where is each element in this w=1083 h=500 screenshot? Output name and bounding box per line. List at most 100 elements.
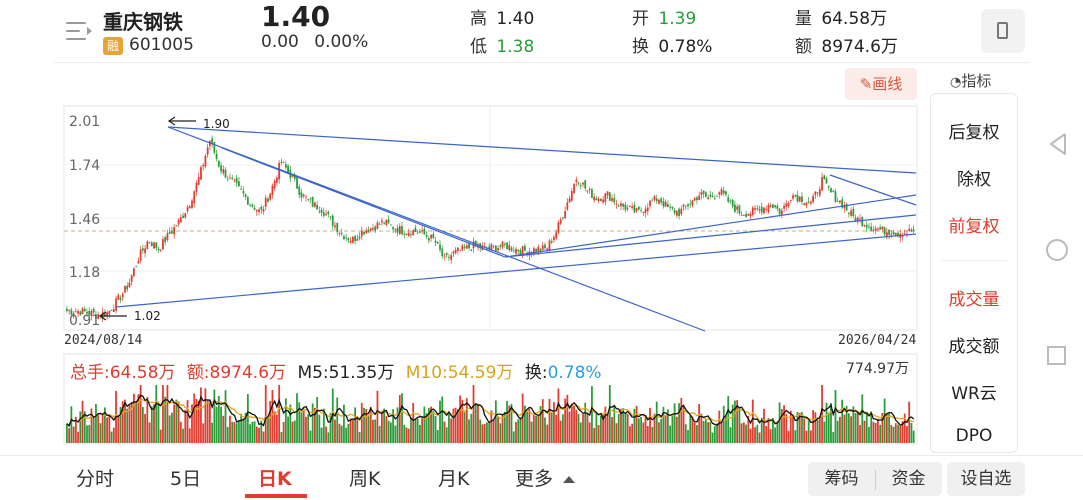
candle-body: [280, 162, 283, 164]
volume-bar: [885, 413, 888, 443]
y-tick-label: 1.46: [69, 212, 100, 228]
candle-body: [287, 165, 289, 173]
tab-monthly-k[interactable]: 月K: [438, 468, 470, 490]
candle-body: [74, 311, 77, 313]
candle-body: [555, 232, 558, 239]
candle-body: [546, 248, 549, 251]
volume-bar: [877, 418, 879, 443]
volume-bar: [405, 427, 408, 443]
ex-rights-option[interactable]: 除权: [957, 170, 991, 190]
recent-apps-icon[interactable]: [1047, 346, 1066, 365]
volume-bar: [79, 411, 82, 443]
volume-bar: [897, 424, 899, 443]
volume-bar: [224, 390, 227, 443]
volume-bar: [206, 400, 209, 443]
volume-bar: [530, 421, 533, 443]
candle-body: [249, 204, 251, 206]
candle-body: [459, 250, 462, 252]
volume-bar: [879, 424, 882, 443]
candle-body: [783, 205, 785, 209]
pre-adjust-option[interactable]: 前复权: [948, 217, 1000, 237]
volume-bar: [568, 411, 571, 443]
candle-body: [637, 206, 640, 210]
candle-body: [90, 310, 93, 317]
candle-body: [311, 196, 314, 207]
kline-chart[interactable]: 2.01 1.74 1.46 1.18 0.91 1.90 1.02: [0, 0, 930, 456]
volume-bar: [383, 408, 386, 443]
chips-button[interactable]: 筹码: [824, 469, 859, 489]
candle-body: [655, 198, 658, 202]
candle-body: [888, 229, 890, 235]
volume-bar: [148, 422, 151, 443]
landscape-toggle-button[interactable]: [981, 9, 1025, 53]
volume-indicator-option[interactable]: 成交量: [948, 290, 1000, 310]
menu-icon[interactable]: [66, 20, 92, 42]
back-icon[interactable]: [1047, 132, 1069, 156]
volume-bar: [412, 403, 415, 443]
volume-bar: [646, 425, 649, 443]
volume-bar: [850, 416, 852, 443]
candle-body: [742, 215, 745, 216]
volume-bar: [155, 385, 158, 443]
tab-daily-k[interactable]: 日K: [258, 468, 292, 490]
candle-body: [376, 222, 379, 229]
candle-body: [881, 226, 884, 230]
volume-bar: [593, 427, 596, 443]
candle-body: [124, 285, 126, 293]
draw-line-button[interactable]: ✎画线: [845, 68, 917, 100]
tab-weekly-k[interactable]: 周K: [349, 468, 381, 490]
candle-body: [678, 208, 680, 217]
volume-bar: [300, 411, 303, 443]
candle-body: [414, 227, 417, 233]
add-watchlist-button[interactable]: 设自选: [947, 462, 1025, 496]
candle-body: [448, 256, 450, 258]
candle-body: [331, 215, 334, 226]
dpo-indicator-option[interactable]: DPO: [955, 426, 993, 446]
post-adjust-option[interactable]: 后复权: [948, 123, 1000, 143]
tab-intraday[interactable]: 分时: [76, 468, 115, 490]
amount-indicator-option[interactable]: 成交额: [948, 337, 1000, 357]
candle-body: [269, 193, 272, 200]
volume-bar: [575, 409, 578, 443]
volume-bar: [193, 393, 196, 443]
candle-body: [640, 210, 642, 212]
candle-body: [890, 234, 893, 235]
tabbar-divider: [0, 455, 1083, 456]
candle-body: [667, 204, 669, 208]
volume-bar: [108, 416, 111, 443]
volume-bar: [792, 416, 794, 443]
volume-bar: [671, 413, 674, 443]
volume-bar: [459, 395, 462, 443]
volume-bar: [133, 393, 135, 443]
home-icon[interactable]: [1046, 239, 1068, 261]
volume-bar: [110, 431, 113, 443]
candle-body: [208, 140, 211, 147]
volume-bar: [220, 406, 222, 443]
volume-bar: [863, 420, 866, 443]
candle-body: [407, 232, 410, 237]
candle-body: [622, 203, 625, 207]
candle-body: [662, 201, 665, 207]
candle-body: [731, 199, 734, 207]
volume-bar: [794, 430, 797, 443]
tab-more[interactable]: 更多: [515, 464, 576, 491]
candle-body: [539, 248, 542, 251]
wr-indicator-option[interactable]: WR云: [951, 384, 997, 404]
volume-bar: [492, 419, 495, 443]
tab-5day[interactable]: 5日: [170, 468, 202, 490]
volume-bar: [200, 387, 202, 443]
volume-bar: [702, 421, 705, 443]
candle-body: [758, 209, 761, 211]
candle-body: [684, 205, 687, 207]
volume-bar: [242, 418, 245, 443]
funds-button[interactable]: 资金: [891, 469, 926, 489]
candle-body: [709, 194, 712, 197]
candle-body: [220, 165, 222, 172]
indicator-button[interactable]: ◔指标: [950, 72, 992, 90]
volume-bar: [883, 398, 886, 443]
candle-body: [340, 232, 343, 234]
volume-bar: [81, 400, 84, 443]
volume-bar: [372, 419, 374, 443]
candle-body: [805, 202, 808, 206]
candle-body: [468, 242, 470, 249]
